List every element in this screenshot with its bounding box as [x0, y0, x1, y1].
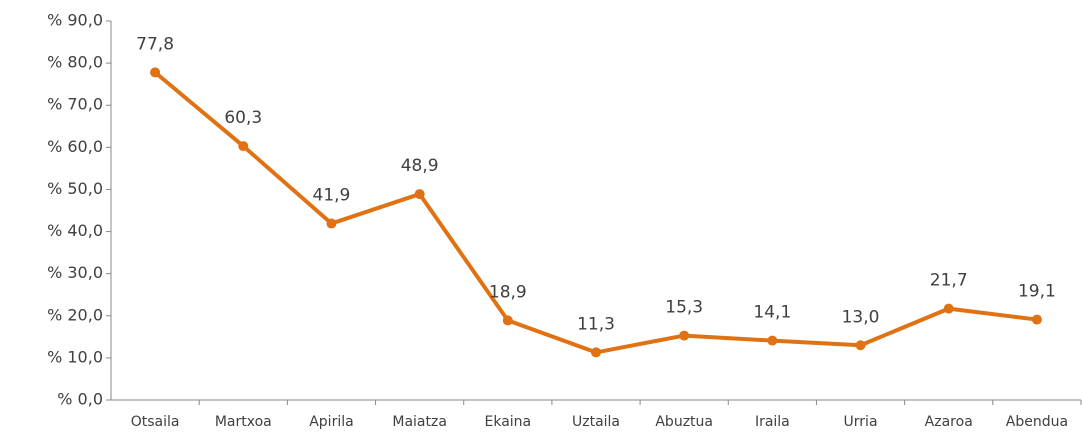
y-tick-label: % 70,0 — [47, 95, 103, 114]
x-tick-label: Abendua — [1006, 414, 1068, 430]
x-tick-label: Urria — [844, 414, 878, 430]
data-label: 48,9 — [401, 156, 439, 176]
data-label: 14,1 — [753, 303, 791, 323]
y-tick-label: % 20,0 — [47, 305, 103, 324]
marker — [238, 141, 249, 152]
y-tick-label: % 60,0 — [47, 137, 103, 156]
x-tick-label: Azaroa — [925, 414, 973, 430]
x-tick-label: Abuztua — [655, 414, 713, 430]
y-tick-label: % 30,0 — [47, 263, 103, 282]
marker — [414, 189, 425, 200]
data-label: 13,0 — [842, 307, 880, 327]
x-tick-label: Martxoa — [215, 414, 272, 430]
marker — [1031, 314, 1042, 325]
x-tick-label: Otsaila — [131, 414, 180, 430]
x-tick-label: Iraila — [755, 414, 790, 430]
data-label: 18,9 — [489, 282, 527, 302]
data-label: 60,3 — [224, 108, 262, 128]
y-tick-label: % 0,0 — [57, 390, 103, 409]
x-tick-label: Uztaila — [572, 414, 620, 430]
marker — [591, 347, 601, 358]
x-tick-label: Ekaina — [484, 414, 531, 430]
line — [153, 70, 1038, 355]
data-label: 19,1 — [1018, 282, 1056, 302]
marker — [326, 218, 337, 229]
y-tick-label: % 80,0 — [47, 53, 103, 72]
y-tick-label: % 50,0 — [47, 179, 103, 198]
y-tick-label: % 10,0 — [47, 347, 103, 366]
data-label: 21,7 — [930, 271, 968, 291]
x-tick-label: Maiatza — [392, 414, 447, 430]
marker — [943, 303, 954, 314]
y-tick-label: % 90,0 — [47, 11, 103, 30]
data-label: 77,8 — [136, 34, 174, 54]
data-label: 11,3 — [577, 314, 615, 334]
marker — [855, 340, 866, 351]
y-tick-label: % 40,0 — [47, 221, 103, 240]
data-label: 41,9 — [313, 186, 351, 206]
x-tick-label: Apirila — [309, 414, 353, 430]
marker — [150, 67, 161, 78]
marker — [767, 335, 778, 346]
data-label: 15,3 — [665, 298, 703, 318]
marker — [679, 330, 690, 341]
marker — [502, 315, 513, 326]
